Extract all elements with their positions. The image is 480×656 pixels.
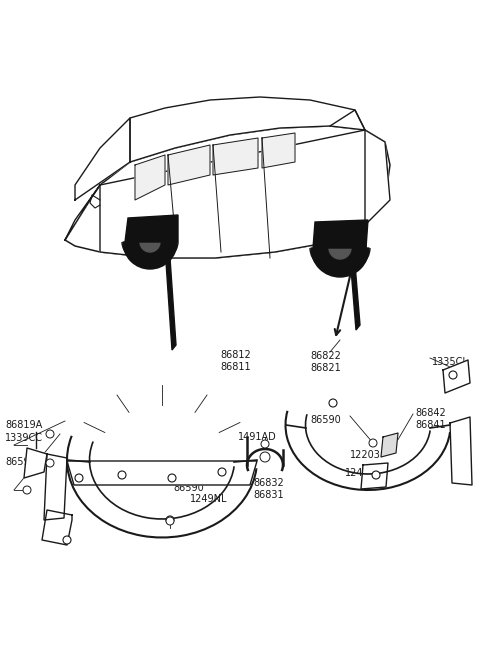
Text: 86831: 86831	[253, 490, 284, 500]
Polygon shape	[450, 417, 472, 485]
Polygon shape	[67, 461, 257, 485]
Polygon shape	[350, 252, 360, 330]
Polygon shape	[262, 133, 295, 168]
Polygon shape	[125, 215, 178, 242]
Circle shape	[46, 459, 54, 467]
Circle shape	[449, 371, 457, 379]
Circle shape	[140, 232, 160, 252]
Text: 86821: 86821	[310, 363, 341, 373]
Polygon shape	[443, 360, 470, 393]
Text: 1249NL: 1249NL	[345, 468, 383, 478]
Polygon shape	[313, 220, 368, 248]
Circle shape	[260, 452, 270, 462]
Circle shape	[166, 516, 174, 524]
Circle shape	[126, 218, 174, 266]
Circle shape	[369, 439, 377, 447]
Polygon shape	[168, 145, 210, 185]
Text: 86590: 86590	[5, 457, 36, 467]
Circle shape	[218, 468, 226, 476]
Polygon shape	[361, 463, 388, 489]
Text: 12203: 12203	[350, 450, 381, 460]
Text: 86822: 86822	[310, 351, 341, 361]
Polygon shape	[24, 448, 47, 478]
Circle shape	[75, 474, 83, 482]
Polygon shape	[65, 185, 100, 240]
Text: 86590: 86590	[310, 415, 341, 425]
Polygon shape	[135, 155, 165, 200]
Circle shape	[168, 474, 176, 482]
Text: 1249NL: 1249NL	[190, 494, 228, 504]
Text: 1339CC: 1339CC	[5, 433, 43, 443]
Circle shape	[372, 471, 380, 479]
Circle shape	[314, 222, 366, 274]
Circle shape	[261, 440, 269, 448]
Text: 86811: 86811	[220, 362, 251, 372]
Text: 86841: 86841	[415, 420, 445, 430]
Circle shape	[46, 430, 54, 438]
Polygon shape	[100, 130, 390, 258]
Circle shape	[118, 471, 126, 479]
Circle shape	[63, 536, 71, 544]
Text: 86842: 86842	[415, 408, 446, 418]
Text: 1335CJ: 1335CJ	[432, 357, 466, 367]
Polygon shape	[130, 97, 365, 162]
Polygon shape	[42, 510, 72, 545]
Polygon shape	[213, 138, 258, 175]
Circle shape	[166, 517, 174, 525]
Text: 86590: 86590	[173, 483, 204, 493]
Circle shape	[23, 486, 31, 494]
Polygon shape	[166, 258, 176, 350]
Polygon shape	[65, 126, 390, 258]
Circle shape	[329, 237, 351, 259]
Wedge shape	[123, 242, 177, 269]
Text: 86819A: 86819A	[5, 420, 42, 430]
Text: 86812: 86812	[220, 350, 251, 360]
Wedge shape	[311, 248, 369, 277]
Text: 86832: 86832	[253, 478, 284, 488]
Circle shape	[329, 399, 337, 407]
Polygon shape	[44, 454, 67, 520]
Text: 1491AD: 1491AD	[238, 432, 277, 442]
Polygon shape	[381, 433, 398, 457]
Polygon shape	[75, 118, 130, 200]
